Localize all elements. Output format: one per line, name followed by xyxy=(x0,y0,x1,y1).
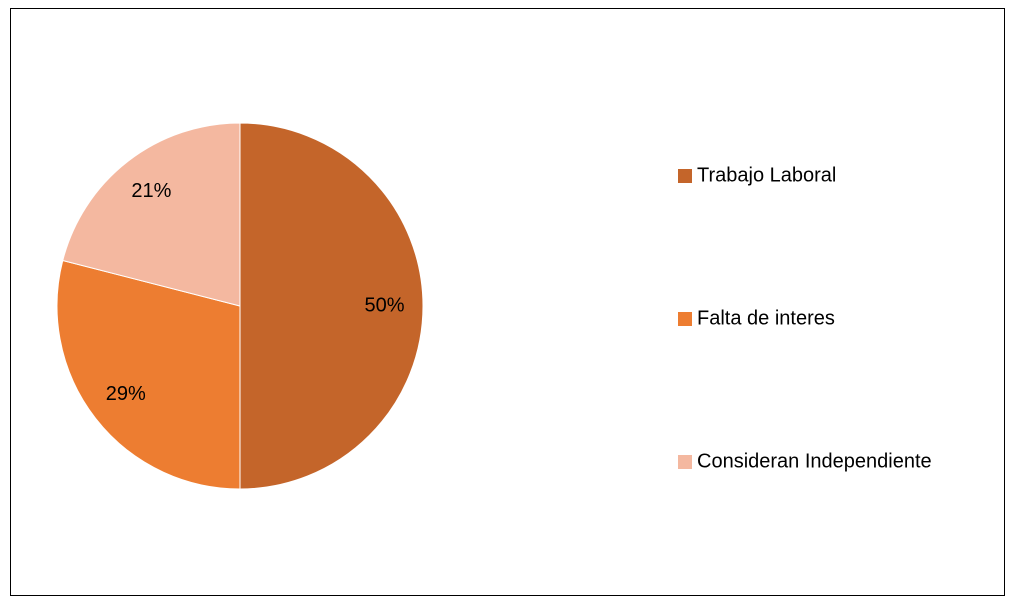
pie-slice xyxy=(56,259,241,490)
legend-swatch xyxy=(678,455,692,469)
legend-swatch xyxy=(678,169,692,183)
pie-slice xyxy=(239,122,424,490)
data-label: 21% xyxy=(131,180,171,202)
data-label: 50% xyxy=(365,294,405,316)
data-label: 29% xyxy=(106,383,146,405)
legend-label: Trabajo Laboral xyxy=(697,164,836,186)
legend-swatch xyxy=(678,312,692,326)
legend-label: Falta de interes xyxy=(697,307,835,329)
pie-slice xyxy=(62,122,241,307)
legend-label: Consideran Independiente xyxy=(697,450,932,472)
